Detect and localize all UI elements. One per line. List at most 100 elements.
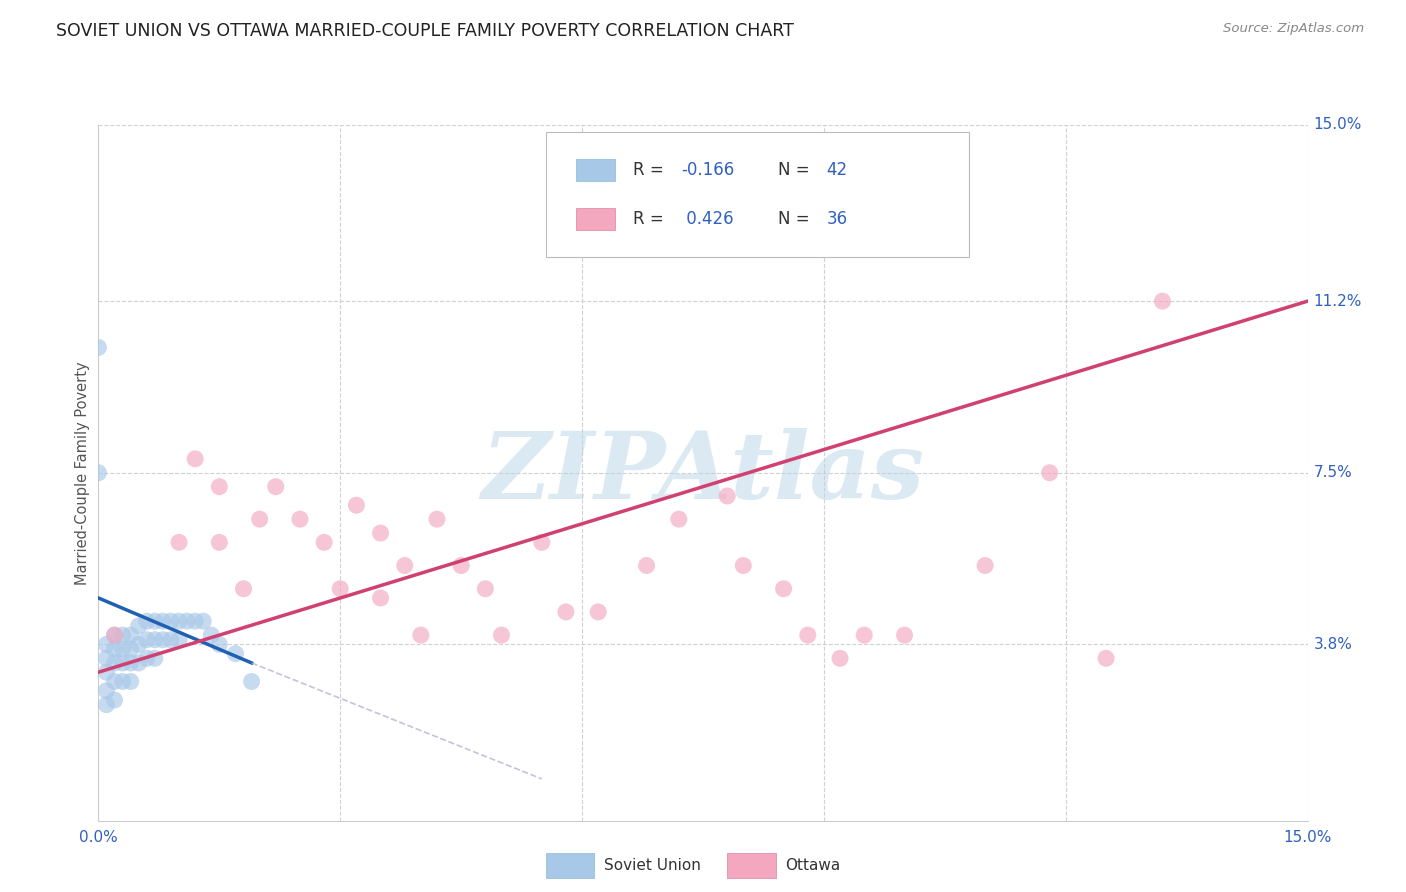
Point (232, 582, 254, 596)
Point (167, 632, 190, 647)
FancyBboxPatch shape (546, 132, 969, 257)
Point (120, 642, 142, 657)
Point (555, 605, 578, 619)
Text: 15.0%: 15.0% (1313, 118, 1362, 132)
Text: 7.5%: 7.5% (1313, 466, 1353, 480)
Text: Soviet Union: Soviet Union (603, 858, 700, 873)
Point (176, 614, 198, 628)
Point (120, 656, 142, 670)
Point (128, 656, 150, 670)
Point (772, 582, 794, 596)
Point (797, 628, 820, 642)
Text: -0.166: -0.166 (682, 161, 734, 179)
Point (128, 619, 150, 633)
Text: Source: ZipAtlas.com: Source: ZipAtlas.com (1223, 22, 1364, 36)
Point (344, 498, 367, 512)
Point (152, 614, 174, 628)
Text: R =: R = (633, 210, 669, 227)
Point (135, 651, 157, 665)
Point (370, 526, 392, 541)
Point (143, 651, 166, 665)
Point (249, 512, 271, 526)
Point (409, 628, 432, 642)
Text: N =: N = (778, 161, 815, 179)
Point (208, 480, 231, 494)
Point (143, 614, 166, 628)
Point (103, 656, 125, 670)
Text: 36: 36 (827, 210, 848, 227)
Point (167, 535, 190, 549)
Point (1095, 651, 1118, 665)
Point (426, 512, 449, 526)
Point (193, 614, 215, 628)
Text: 42: 42 (827, 161, 848, 179)
Point (96, 651, 118, 665)
Point (208, 637, 231, 651)
Point (111, 674, 134, 689)
Bar (546, 854, 595, 879)
Point (160, 632, 183, 647)
Point (96, 665, 118, 680)
Point (733, 558, 755, 573)
Point (87, 341, 110, 355)
Point (184, 451, 207, 466)
Point (103, 628, 125, 642)
Point (264, 480, 287, 494)
Text: N =: N = (778, 210, 815, 227)
Y-axis label: Married-Couple Family Poverty: Married-Couple Family Poverty (75, 361, 90, 584)
Text: 0.426: 0.426 (682, 210, 734, 227)
Point (1039, 466, 1062, 480)
Point (636, 558, 658, 573)
Point (111, 628, 134, 642)
Point (314, 535, 336, 549)
Bar (727, 854, 776, 879)
Point (103, 642, 125, 657)
Point (329, 582, 352, 596)
Point (668, 512, 690, 526)
Point (240, 674, 263, 689)
Point (288, 512, 311, 526)
Point (370, 591, 392, 605)
Point (96, 698, 118, 712)
Point (135, 632, 157, 647)
Text: SOVIET UNION VS OTTAWA MARRIED-COUPLE FAMILY POVERTY CORRELATION CHART: SOVIET UNION VS OTTAWA MARRIED-COUPLE FA… (56, 22, 794, 40)
Bar (576, 208, 614, 230)
Text: R =: R = (633, 161, 669, 179)
Point (1152, 294, 1174, 309)
Point (128, 637, 150, 651)
Point (111, 656, 134, 670)
Point (450, 558, 472, 573)
Point (152, 632, 174, 647)
Point (160, 614, 183, 628)
Text: 11.2%: 11.2% (1313, 293, 1362, 309)
Point (87, 466, 110, 480)
Point (103, 693, 125, 707)
Point (103, 628, 125, 642)
Point (828, 651, 851, 665)
Point (143, 632, 166, 647)
Point (135, 614, 157, 628)
Point (586, 605, 609, 619)
Point (120, 628, 142, 642)
Point (853, 628, 876, 642)
Point (394, 558, 416, 573)
Point (716, 489, 738, 503)
Text: Ottawa: Ottawa (785, 858, 841, 873)
Point (474, 582, 496, 596)
Point (96, 637, 118, 651)
Point (224, 647, 246, 661)
Text: ZIPAtlas: ZIPAtlas (481, 428, 925, 517)
Point (491, 628, 513, 642)
Point (893, 628, 915, 642)
Point (184, 614, 207, 628)
Point (96, 683, 118, 698)
Bar (576, 159, 614, 181)
Point (120, 674, 142, 689)
Point (111, 642, 134, 657)
Point (200, 628, 222, 642)
Text: 3.8%: 3.8% (1313, 637, 1353, 652)
Point (167, 614, 190, 628)
Point (530, 535, 553, 549)
Point (974, 558, 997, 573)
Point (208, 535, 231, 549)
